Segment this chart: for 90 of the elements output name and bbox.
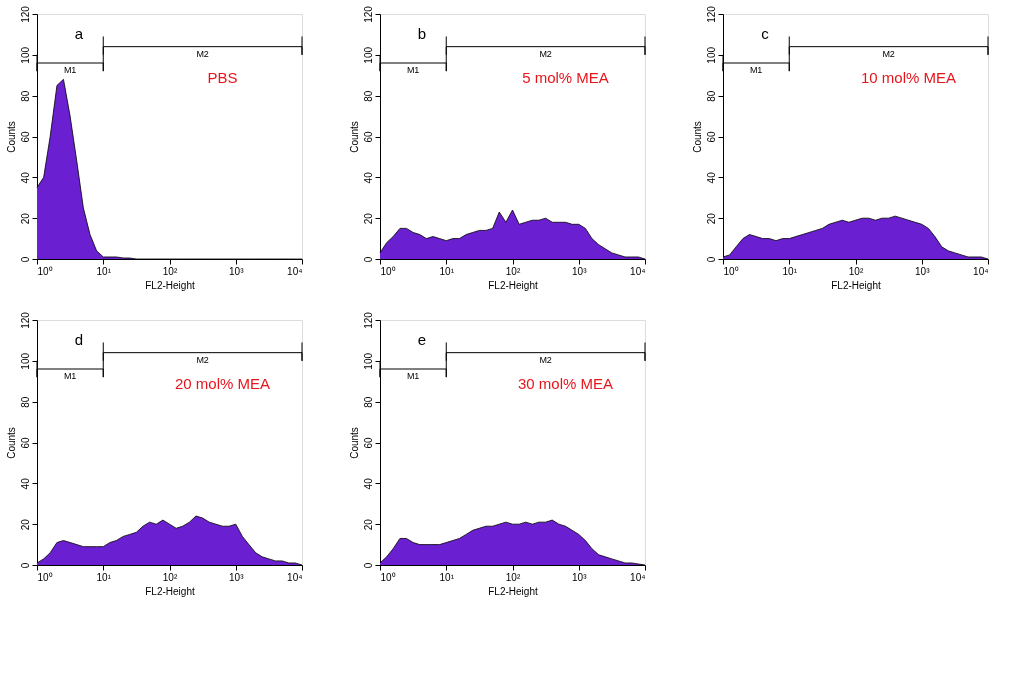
y-tick-label: 100	[705, 46, 717, 64]
series-label: M2	[196, 48, 209, 59]
x-tick-label: 10⁴	[630, 571, 646, 583]
y-tick-label: 60	[362, 437, 374, 449]
x-tick-label: 10²	[848, 265, 864, 277]
y-tick-label: 100	[362, 352, 374, 370]
annotation: c	[761, 25, 770, 42]
y-axis-title: Counts	[348, 427, 360, 459]
y-tick-label: 0	[19, 256, 31, 263]
x-tick-label: 10¹	[96, 265, 112, 277]
y-tick-label: 100	[19, 46, 31, 64]
annotation: 10 mol% MEA	[860, 68, 957, 86]
x-tick-label: 10³	[229, 571, 245, 583]
y-tick-label: 40	[362, 477, 374, 490]
x-tick-label: 10¹	[439, 571, 455, 583]
x-axis-title: FL2-Height	[488, 585, 538, 597]
y-tick-label: 120	[19, 311, 31, 329]
y-axis-title: Counts	[5, 427, 17, 459]
x-tick-label: 10¹	[782, 265, 798, 277]
y-tick-label: 20	[362, 212, 374, 225]
x-tick-label: 10⁰	[723, 265, 739, 277]
x-tick-label: 10²	[162, 265, 178, 277]
y-tick-label: 80	[362, 90, 374, 102]
y-tick-label: 60	[362, 131, 374, 143]
y-tick-label: 0	[19, 562, 31, 569]
y-axis-title: Counts	[691, 121, 703, 153]
y-tick-label: 40	[705, 171, 717, 184]
x-tick-label: 10⁴	[630, 265, 646, 277]
y-tick-label: 120	[362, 5, 374, 23]
x-tick-label: 10³	[915, 265, 931, 277]
series-label: M1	[63, 371, 77, 381]
x-tick-label: 10³	[572, 265, 588, 277]
y-tick-label: 80	[362, 396, 374, 408]
y-tick-label: 20	[19, 518, 31, 531]
y-tick-label: 0	[362, 256, 374, 263]
series-label: M1	[406, 371, 420, 381]
annotation: 30 mol% MEA	[517, 374, 614, 392]
y-tick-label: 20	[705, 212, 717, 225]
x-tick-label: 10¹	[96, 571, 112, 583]
x-tick-label: 10³	[572, 571, 588, 583]
x-tick-label: 10⁰	[37, 265, 53, 277]
annotation: PBS	[207, 68, 238, 86]
y-tick-label: 60	[19, 131, 31, 143]
x-axis-title: FL2-Height	[145, 279, 195, 291]
y-tick-label: 80	[19, 396, 31, 408]
series-label: M2	[539, 48, 552, 59]
y-tick-label: 80	[705, 90, 717, 102]
series-label: M1	[749, 65, 763, 75]
y-tick-label: 120	[19, 5, 31, 23]
y-tick-label: 100	[19, 352, 31, 370]
y-tick-label: 40	[19, 477, 31, 490]
y-tick-label: 60	[705, 131, 717, 143]
x-tick-label: 10³	[229, 265, 245, 277]
annotation: a	[74, 25, 84, 42]
y-axis-title: Counts	[348, 121, 360, 153]
x-axis-title: FL2-Height	[145, 585, 195, 597]
y-tick-label: 120	[362, 311, 374, 329]
series-label: M2	[882, 48, 895, 59]
series-label: M1	[406, 65, 420, 75]
x-tick-label: 10⁴	[287, 571, 303, 583]
y-tick-label: 0	[362, 562, 374, 569]
x-axis-title: FL2-Height	[488, 279, 538, 291]
x-tick-label: 10¹	[439, 265, 455, 277]
series-label: M2	[196, 354, 209, 365]
x-tick-label: 10²	[162, 571, 178, 583]
annotation: d	[74, 331, 84, 348]
y-axis-title: Counts	[5, 121, 17, 153]
x-tick-label: 10⁰	[380, 571, 396, 583]
x-tick-label: 10⁰	[380, 265, 396, 277]
y-tick-label: 120	[705, 5, 717, 23]
annotation: e	[417, 331, 427, 348]
series-label: M1	[63, 65, 77, 75]
x-axis-title: FL2-Height	[831, 279, 881, 291]
y-tick-label: 40	[362, 171, 374, 184]
y-tick-label: 20	[362, 518, 374, 531]
series-label: M2	[539, 354, 552, 365]
annotation: b	[417, 25, 427, 42]
y-tick-label: 20	[19, 212, 31, 225]
y-tick-label: 60	[19, 437, 31, 449]
x-tick-label: 10⁰	[37, 571, 53, 583]
x-tick-label: 10⁴	[973, 265, 989, 277]
y-tick-label: 0	[705, 256, 717, 263]
x-tick-label: 10²	[505, 571, 521, 583]
annotation: 5 mol% MEA	[522, 68, 609, 86]
y-tick-label: 80	[19, 90, 31, 102]
x-tick-label: 10⁴	[287, 265, 303, 277]
y-tick-label: 40	[19, 171, 31, 184]
annotation: 20 mol% MEA	[174, 374, 271, 392]
x-tick-label: 10²	[505, 265, 521, 277]
y-tick-label: 100	[362, 46, 374, 64]
